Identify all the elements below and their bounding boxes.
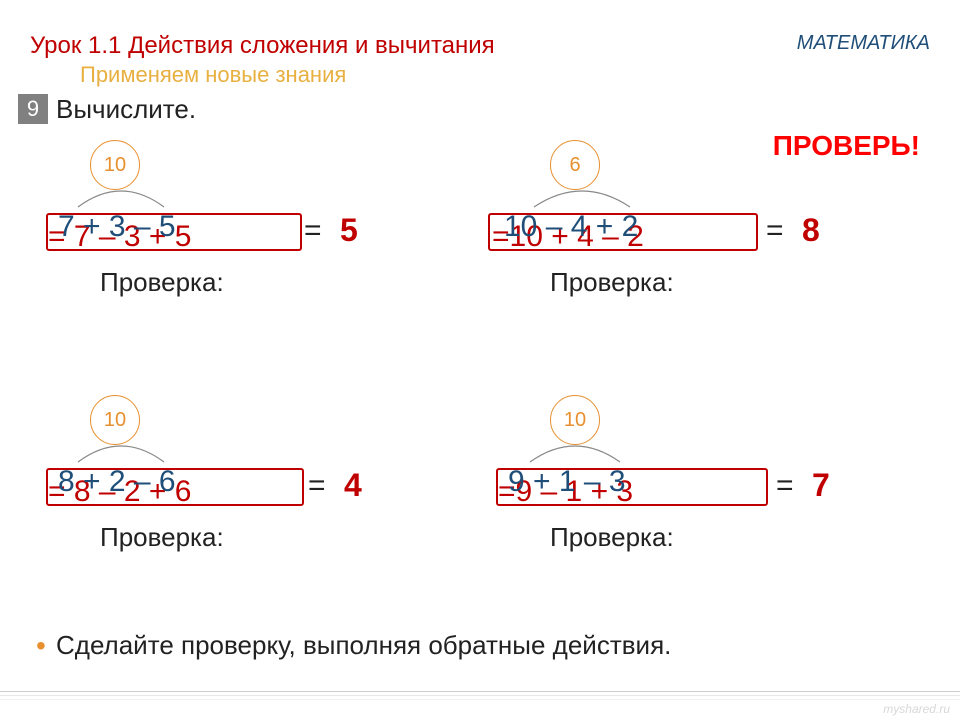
intermediate-circle: 10 bbox=[90, 395, 140, 445]
task-number-box: 9 bbox=[18, 94, 48, 124]
equation-line: = 7 – 3 + 57 + 3 – 5=5 bbox=[40, 209, 400, 253]
footer-rule-3 bbox=[0, 699, 960, 700]
result-value: 4 bbox=[344, 463, 362, 507]
slide: Урок 1.1 Действия сложения и вычитания М… bbox=[0, 0, 960, 720]
original-expression: 9 + 1 – 3 bbox=[508, 460, 626, 504]
equation-line: = 8 – 2 + 6 8 + 2 – 6=4 bbox=[40, 464, 400, 508]
proverka-label: Проверка: bbox=[100, 522, 224, 553]
original-expression: 7 + 3 – 5 bbox=[58, 205, 176, 249]
problem-p3: 10= 8 – 2 + 6 8 + 2 – 6=4Проверка: bbox=[40, 450, 420, 610]
proverka-label: Проверка: bbox=[100, 267, 224, 298]
footer-rule-2 bbox=[0, 695, 960, 696]
equals-sign: = bbox=[308, 464, 326, 508]
subject-label: МАТЕМАТИКА bbox=[797, 32, 930, 55]
equation-line: =10 + 4 – 210 – 4 + 2=8 bbox=[490, 209, 850, 253]
original-expression: 8 + 2 – 6 bbox=[58, 460, 176, 504]
problem-p2: 6=10 + 4 – 210 – 4 + 2=8Проверка: bbox=[490, 195, 870, 355]
equation-line: =9 – 1 + 3 9 + 1 – 3=7 bbox=[490, 464, 850, 508]
result-value: 7 bbox=[812, 463, 830, 507]
footer-rule-1 bbox=[0, 691, 960, 692]
instruction-text: Сделайте проверку, выполняя обратные дей… bbox=[56, 630, 671, 661]
proverka-label: Проверка: bbox=[550, 522, 674, 553]
intermediate-circle: 10 bbox=[550, 395, 600, 445]
lesson-title: Урок 1.1 Действия сложения и вычитания bbox=[30, 32, 495, 60]
task-number: 9 bbox=[27, 96, 39, 122]
intermediate-circle: 10 bbox=[90, 140, 140, 190]
result-value: 5 bbox=[340, 208, 358, 252]
intermediate-circle: 6 bbox=[550, 140, 600, 190]
problem-p1: 10= 7 – 3 + 57 + 3 – 5=5Проверка: bbox=[40, 195, 420, 355]
subtitle: Применяем новые знания bbox=[80, 62, 346, 88]
equals-sign: = bbox=[304, 209, 322, 253]
check-label: ПРОВЕРЬ! bbox=[773, 130, 920, 162]
task-text: Вычислите. bbox=[56, 94, 196, 125]
equals-sign: = bbox=[766, 209, 784, 253]
result-value: 8 bbox=[802, 208, 820, 252]
problem-p4: 10=9 – 1 + 3 9 + 1 – 3=7Проверка: bbox=[490, 450, 870, 610]
watermark: myshared.ru bbox=[883, 702, 950, 716]
equals-sign: = bbox=[776, 464, 794, 508]
proverka-label: Проверка: bbox=[550, 267, 674, 298]
original-expression: 10 – 4 + 2 bbox=[504, 205, 638, 249]
